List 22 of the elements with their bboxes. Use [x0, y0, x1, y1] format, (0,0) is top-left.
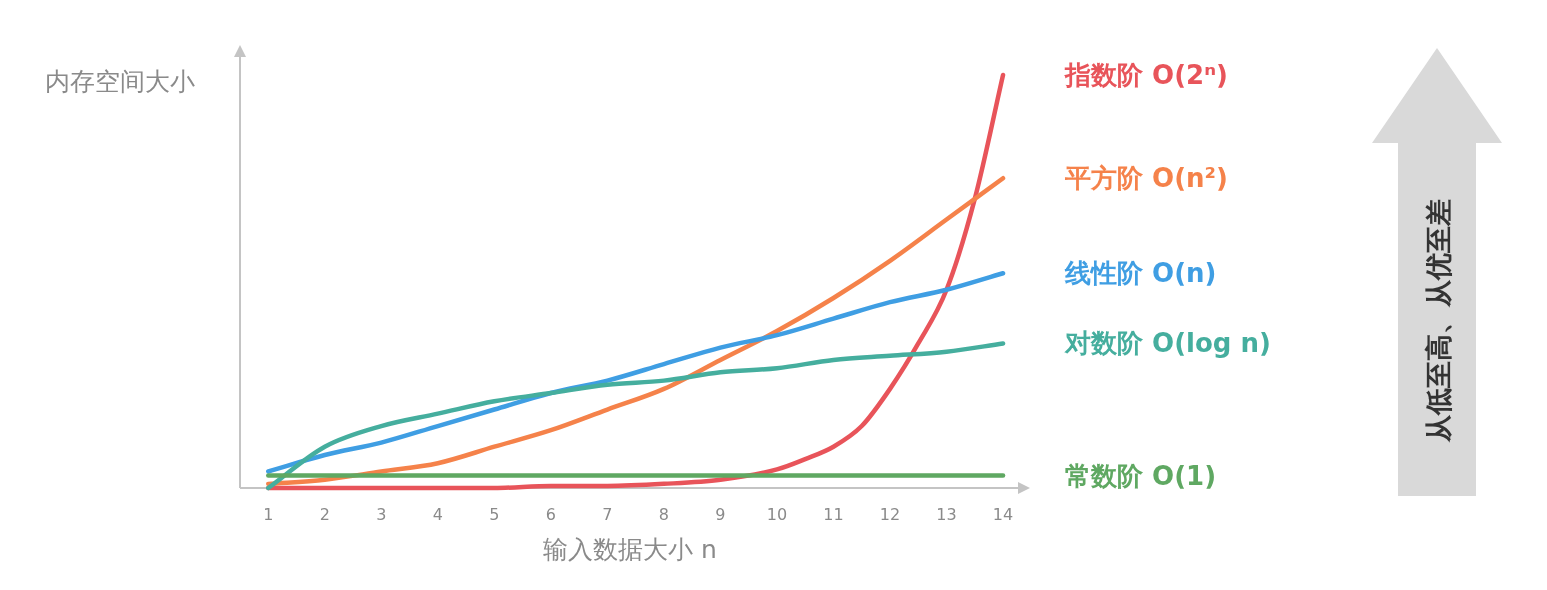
- text: 常数阶 O(1): [1065, 460, 1217, 491]
- x-tick-label: 3: [376, 505, 387, 524]
- text: 对数阶 O(log n): [1064, 328, 1271, 359]
- text: 从低至高、从优至差: [1423, 198, 1454, 443]
- x-tick-label: 12: [879, 505, 901, 524]
- x-tick-label: 4: [432, 505, 443, 524]
- x-tick-label: 2: [319, 505, 330, 524]
- x-axis-title: 输入数据大小 n: [543, 535, 717, 564]
- y-axis-title: 内存空间大小: [45, 67, 195, 96]
- text: 指数阶 O(2ⁿ): [1064, 60, 1228, 90]
- x-tick-label: 10: [766, 505, 788, 524]
- x-tick-label: 6: [545, 505, 556, 524]
- x-tick-label: 9: [715, 505, 726, 524]
- x-tick-label: 14: [992, 505, 1014, 524]
- x-tick-label: 8: [658, 505, 670, 524]
- x-tick-label: 1: [263, 505, 274, 524]
- x-tick-label: 7: [602, 505, 613, 524]
- text: 线性阶 O(n): [1064, 258, 1217, 289]
- x-tick-label: 13: [936, 505, 957, 524]
- x-tick-label: 11: [823, 505, 844, 524]
- x-tick-label: 5: [489, 505, 500, 524]
- text: 平方阶 O(n²): [1064, 163, 1228, 194]
